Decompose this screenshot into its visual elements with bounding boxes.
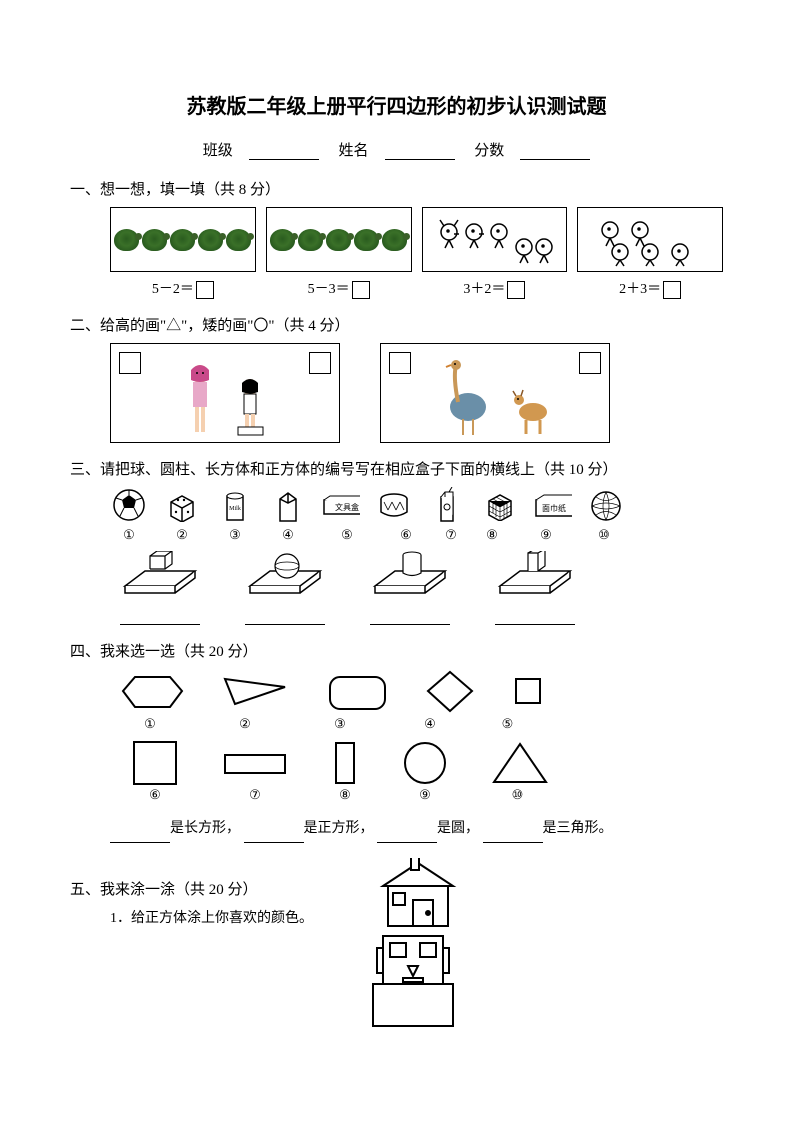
q2-box-2 — [380, 343, 610, 443]
shape-small-square — [510, 669, 545, 714]
question-1: 一、想一想，填一填（共 8 分） — [70, 178, 723, 299]
svg-text:面巾纸: 面巾纸 — [542, 503, 566, 513]
sort-blank-2[interactable] — [245, 611, 325, 625]
name-label: 姓名 — [338, 143, 368, 159]
mark-box-1b[interactable] — [309, 352, 331, 374]
item-rubik — [481, 487, 519, 525]
class-label: 班级 — [203, 143, 233, 159]
sort-blank-1[interactable] — [120, 611, 200, 625]
ans-box-4[interactable] — [663, 281, 681, 299]
mark-box-2b[interactable] — [579, 352, 601, 374]
shape-hexagon — [120, 669, 185, 714]
shape-triangle-1 — [220, 669, 290, 714]
item-ball — [110, 487, 148, 525]
sort-blank-4[interactable] — [495, 611, 575, 625]
question-3: 三、请把球、圆柱、长方体和正方体的编号写在相应盒子下面的横线上（共 10 分） … — [70, 458, 723, 625]
q4-title: 四、我来选一选（共 20 分） — [70, 640, 723, 661]
sort-box-cylinder — [370, 551, 450, 601]
blank-circle[interactable] — [377, 829, 437, 843]
ans-box-3[interactable] — [507, 281, 525, 299]
q3-title: 三、请把球、圆柱、长方体和正方体的编号写在相应盒子下面的横线上（共 10 分） — [70, 458, 723, 479]
item-dice — [163, 487, 201, 525]
q3-labels: ①②③④⑤⑥⑦⑧⑨⑩ — [110, 527, 723, 543]
ans-box-2[interactable] — [352, 281, 370, 299]
page-title: 苏教版二年级上册平行四边形的初步认识测试题 — [70, 90, 723, 119]
header-info: 班级 姓名 分数 — [70, 139, 723, 160]
eq-2: 5－3＝ — [266, 278, 412, 299]
sort-box-cuboid — [495, 551, 575, 601]
ans-box-1[interactable] — [196, 281, 214, 299]
question-2: 二、给高的画"△"，矮的画"〇"（共 4 分） — [70, 314, 723, 443]
mark-box-1a[interactable] — [119, 352, 141, 374]
q5-sub1: 1．给正方体涂上你喜欢的颜色。 — [110, 907, 313, 927]
q1-box-2 — [266, 207, 412, 272]
eq-3: 3＋2＝ — [422, 278, 568, 299]
item-sphere — [587, 487, 625, 525]
q4-answer-line: 是长方形， 是正方形， 是圆， 是三角形。 — [110, 815, 723, 843]
svg-text:Milk: Milk — [229, 506, 241, 512]
blank-triangle[interactable] — [483, 829, 543, 843]
q1-box-4 — [577, 207, 723, 272]
question-4: 四、我来选一选（共 20 分） ①②③④⑤ ⑥⑦⑧⑨⑩ 是长方形， 是正方形， … — [70, 640, 723, 843]
blank-rect[interactable] — [110, 829, 170, 843]
shape-diamond — [425, 669, 475, 714]
item-milk: Milk — [216, 487, 254, 525]
q4-labels-2: ⑥⑦⑧⑨⑩ — [130, 787, 723, 803]
name-blank[interactable] — [385, 144, 455, 160]
item-tissue: 面巾纸 — [534, 487, 572, 525]
shape-square — [130, 740, 180, 785]
score-blank[interactable] — [520, 144, 590, 160]
q1-box-3 — [422, 207, 568, 272]
score-label: 分数 — [474, 143, 504, 159]
shape-rect — [220, 740, 290, 785]
q1-box-1 — [110, 207, 256, 272]
q1-title: 一、想一想，填一填（共 8 分） — [70, 178, 723, 199]
question-5: 五、我来涂一涂（共 20 分） 1．给正方体涂上你喜欢的颜色。 — [70, 858, 723, 1028]
q2-title: 二、给高的画"△"，矮的画"〇"（共 4 分） — [70, 314, 723, 335]
sort-box-cube — [120, 551, 200, 601]
item-pencilcase: 文具盒 — [322, 487, 360, 525]
mark-box-2a[interactable] — [389, 352, 411, 374]
q5-title: 五、我来涂一涂（共 20 分） — [70, 878, 313, 899]
sort-blank-3[interactable] — [370, 611, 450, 625]
class-blank[interactable] — [249, 144, 319, 160]
shape-circle — [400, 740, 450, 785]
q4-labels-1: ①②③④⑤ — [120, 716, 723, 732]
shape-triangle-2 — [490, 740, 550, 785]
shape-rounded-rect — [325, 669, 390, 714]
eq-1: 5－2＝ — [110, 278, 256, 299]
house-robot-figure — [333, 858, 463, 1028]
sort-box-sphere — [245, 551, 325, 601]
eq-4: 2＋3＝ — [577, 278, 723, 299]
svg-text:文具盒: 文具盒 — [335, 502, 359, 512]
q2-box-1 — [110, 343, 340, 443]
blank-square[interactable] — [244, 829, 304, 843]
shape-tall-rect — [330, 740, 360, 785]
item-drum — [375, 487, 413, 525]
item-carton — [269, 487, 307, 525]
item-juice — [428, 487, 466, 525]
